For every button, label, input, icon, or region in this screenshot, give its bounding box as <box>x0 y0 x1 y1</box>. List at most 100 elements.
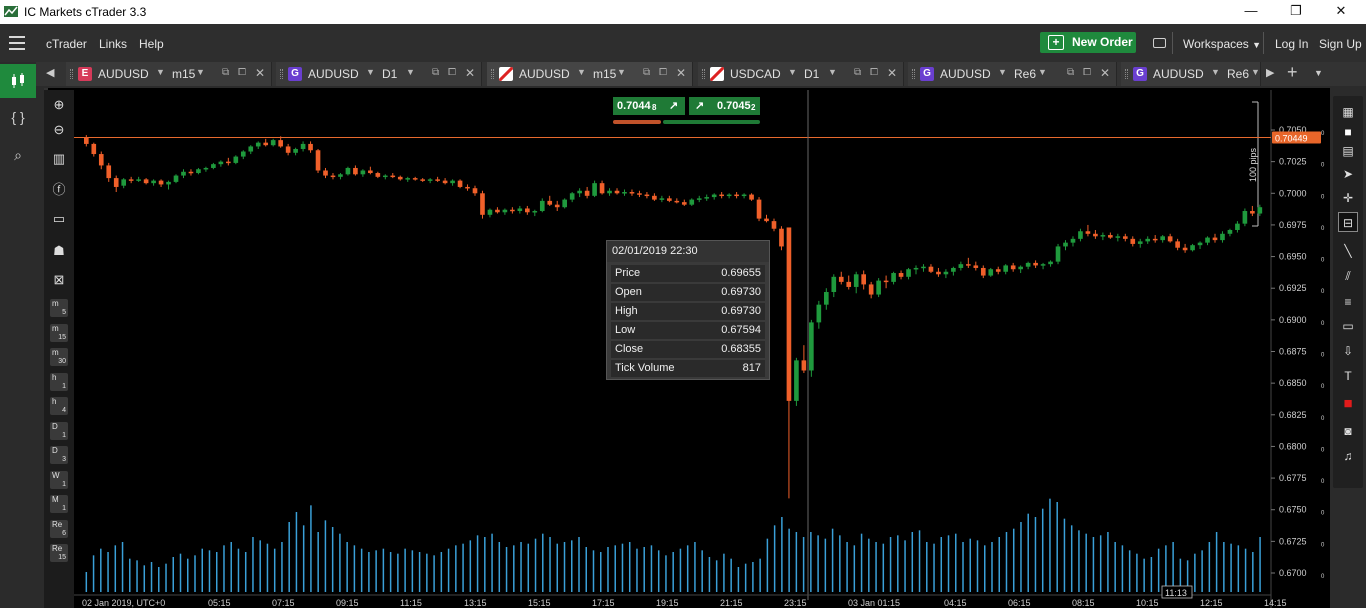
grid2-icon[interactable]: ▤ <box>1342 144 1354 158</box>
popout-icon[interactable]: ⧉ <box>222 67 230 78</box>
popout-icon[interactable]: ⧉ <box>643 67 651 78</box>
restore-icon[interactable]: ⧠ <box>1083 67 1091 78</box>
text-icon[interactable]: T <box>1344 369 1352 383</box>
close-button[interactable]: ✕ <box>1335 3 1347 18</box>
workspaces-menu[interactable]: Workspaces ▼ <box>1183 37 1261 51</box>
popout-icon[interactable]: ⧉ <box>854 67 862 78</box>
grid-icon[interactable]: ▦ <box>1342 105 1354 119</box>
chevron-down-icon[interactable]: ▼ <box>1038 67 1047 77</box>
sell-quote-button[interactable]: 0.7044 8 ↗ <box>613 97 685 115</box>
time-axis-label: 11:15 <box>400 598 422 608</box>
restore-icon[interactable]: ⧠ <box>448 67 456 78</box>
close-tab-icon[interactable]: ✕ <box>1100 66 1111 80</box>
drag-handle-icon[interactable] <box>70 69 73 79</box>
timeframe-button[interactable]: Re 15 <box>50 544 68 562</box>
restore-icon[interactable]: ⧠ <box>659 67 667 78</box>
traders-icon[interactable]: ☗ <box>53 243 65 258</box>
chevron-down-icon[interactable]: ▼ <box>406 67 415 77</box>
rect-icon[interactable]: ▭ <box>1342 319 1354 333</box>
candle-down <box>397 176 403 180</box>
chart-type-candles-icon[interactable]: ▥ <box>52 151 66 166</box>
maximize-button[interactable]: ❐ <box>1290 3 1302 18</box>
minimize-button[interactable]: — <box>1244 3 1258 18</box>
sign-up-link[interactable]: Sign Up <box>1319 37 1362 51</box>
chevron-down-icon[interactable]: ▼ <box>617 67 626 77</box>
chart-tab[interactable]: G AUDUSD ▼ Re6 ▼ ⧉ ⧠ ✕ <box>908 62 1117 86</box>
monitor-icon[interactable] <box>1153 38 1166 48</box>
crosshair-icon[interactable]: ✛ <box>1342 191 1354 205</box>
chart-tab[interactable]: E AUDUSD ▼ m15 ▼ ⧉ ⧠ ✕ <box>66 62 272 86</box>
square-icon[interactable]: ■ <box>1344 125 1352 139</box>
drag-handle-icon[interactable] <box>702 69 705 79</box>
analyze-zoom-icon[interactable]: ⌕ <box>14 147 22 163</box>
indicators-icon[interactable]: ⊠ <box>53 272 65 287</box>
chevron-down-icon[interactable]: ▼ <box>1251 67 1260 77</box>
new-order-button[interactable]: + New Order <box>1040 32 1136 53</box>
timeframe-button[interactable]: Re 6 <box>50 519 68 538</box>
chart-tab[interactable]: USDCAD ▼ D1 ▼ ⧉ ⧠ ✕ <box>698 62 904 86</box>
menu-links[interactable]: Links <box>99 37 128 51</box>
camera-icon[interactable]: ◙ <box>1344 424 1352 438</box>
zoom-out-icon[interactable]: ⊖ <box>53 122 65 137</box>
close-tab-icon[interactable]: ✕ <box>465 66 476 80</box>
cursor-icon[interactable]: ➤ <box>1342 167 1354 181</box>
chevron-down-icon[interactable]: ▼ <box>196 67 205 77</box>
bell-icon[interactable]: ♫ <box>1343 449 1353 463</box>
chevron-down-icon[interactable]: ▼ <box>998 67 1007 77</box>
chart-tab[interactable]: G AUDUSD ▼ D1 ▼ ⧉ ⧠ ✕ <box>276 62 482 86</box>
tabs-scroll-right-icon[interactable]: ▶ <box>1266 67 1275 79</box>
drag-handle-icon[interactable] <box>280 69 283 79</box>
candle-down <box>868 284 874 295</box>
restore-icon[interactable]: ⧠ <box>238 67 246 78</box>
buy-quote-button[interactable]: ↗ 0.7045 2 <box>689 97 760 115</box>
trade-candles-icon[interactable] <box>0 64 36 98</box>
timeframe-count: 30 <box>58 358 66 365</box>
timeframe-button[interactable]: m 15 <box>50 323 68 342</box>
popout-icon[interactable]: ⧉ <box>1067 67 1075 78</box>
magnet-icon[interactable]: ⊟ <box>1338 212 1358 232</box>
drag-handle-icon[interactable] <box>912 69 915 79</box>
zoom-in-icon[interactable]: ⊕ <box>53 97 65 112</box>
chevron-down-icon[interactable]: ▼ <box>577 67 586 77</box>
menu-help[interactable]: Help <box>139 37 164 51</box>
menu-ctrader[interactable]: cTrader <box>46 37 87 51</box>
close-tab-icon[interactable]: ✕ <box>887 66 898 80</box>
template-icon[interactable]: ▭ <box>52 211 66 226</box>
color-icon[interactable]: ■ <box>1343 395 1353 412</box>
chart-tab[interactable]: G AUDUSD ▼ Re6 ▼ <box>1121 62 1261 86</box>
timeframe-button[interactable]: m 30 <box>50 348 68 366</box>
chart-tab[interactable]: AUDUSD ▼ m15 ▼ ⧉ ⧠ ✕ <box>487 62 693 86</box>
arrow-icon[interactable]: ⇩ <box>1342 344 1354 358</box>
line-icon[interactable]: ╲ <box>1344 244 1352 258</box>
popout-icon[interactable]: ⧉ <box>432 67 440 78</box>
close-tab-icon[interactable]: ✕ <box>676 66 687 80</box>
chevron-down-icon[interactable]: ▼ <box>156 67 165 77</box>
automate-braces-icon[interactable]: { } <box>11 109 25 125</box>
add-tab-icon[interactable]: + <box>1287 62 1298 82</box>
chevron-down-icon[interactable]: ▼ <box>366 67 375 77</box>
tabs-menu-chevron-icon[interactable]: ▼ <box>1314 68 1323 78</box>
drag-handle-icon[interactable] <box>491 69 494 79</box>
chevron-down-icon[interactable]: ▼ <box>788 67 797 77</box>
tab-timeframe: D1 <box>382 67 398 81</box>
tabs-scroll-left-icon[interactable]: ◀ <box>46 67 55 79</box>
fib-icon[interactable]: ≡ <box>1344 295 1352 309</box>
drag-handle-icon[interactable] <box>1125 69 1128 79</box>
price-axis-label: 0.7000 <box>1279 188 1307 198</box>
pitchfork-icon[interactable]: ⫽ <box>1345 269 1351 283</box>
log-in-link[interactable]: Log In <box>1275 37 1309 51</box>
close-tab-icon[interactable]: ✕ <box>255 66 266 80</box>
chevron-down-icon[interactable]: ▼ <box>1211 67 1220 77</box>
hamburger-menu-icon[interactable] <box>9 36 25 50</box>
chevron-down-icon[interactable]: ▼ <box>828 67 837 77</box>
facebook-icon[interactable]: ⓕ <box>52 182 66 197</box>
restore-icon[interactable]: ⧠ <box>870 67 878 78</box>
flag-icon <box>710 67 724 81</box>
